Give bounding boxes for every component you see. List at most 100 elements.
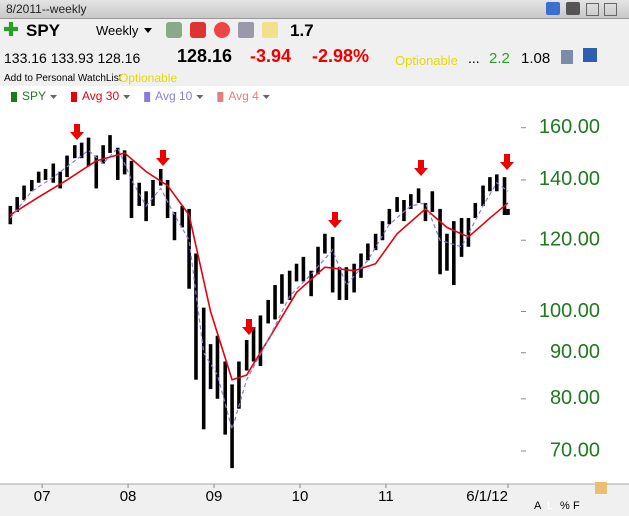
price-bar <box>158 168 163 186</box>
high: 133.93 <box>50 50 94 66</box>
icon[interactable] <box>583 48 597 62</box>
price-bar <box>94 155 99 189</box>
price-bar <box>316 246 320 275</box>
arrow <box>70 124 84 140</box>
price-bar <box>215 335 220 399</box>
legend-dropdown[interactable] <box>123 95 131 99</box>
price-bar <box>280 274 284 304</box>
price-bar <box>101 145 105 164</box>
price-bar <box>115 147 120 180</box>
legend-dropdown[interactable] <box>196 95 204 99</box>
price-bar <box>488 177 492 192</box>
price-bar <box>201 307 206 430</box>
price-bar <box>366 243 370 261</box>
icon[interactable] <box>604 3 617 16</box>
y-tick-label: 140.00 <box>539 168 600 190</box>
price-bar <box>194 253 198 380</box>
legend-swatch[interactable] <box>11 92 17 102</box>
price-bar <box>43 168 48 180</box>
scale-button[interactable]: L <box>547 500 553 512</box>
legend-entry[interactable]: Avg 4 <box>228 89 259 103</box>
price-bar <box>506 208 510 215</box>
icon[interactable] <box>586 3 599 16</box>
price-bar <box>438 208 442 275</box>
price-bar <box>258 315 263 366</box>
add-watchlist[interactable]: Add to Personal WatchList <box>4 73 122 84</box>
more[interactable]: ... <box>468 50 480 66</box>
x-tick-label: 08 <box>120 488 137 505</box>
price-bar <box>108 135 112 153</box>
icon[interactable] <box>166 22 182 38</box>
price-bar <box>380 221 385 241</box>
y-tick-label: 80.00 <box>550 387 600 409</box>
change: -3.94 <box>250 46 292 66</box>
legend: SPY Avg 30 Avg 10 Avg 4 <box>11 89 270 103</box>
dropdown[interactable] <box>144 28 152 37</box>
optionable: Optionable <box>395 53 458 68</box>
last: 128.16 <box>177 46 233 66</box>
price-bar <box>244 339 249 371</box>
price-bar <box>344 267 349 300</box>
price-bar <box>22 185 26 200</box>
x-tick-label: 11 <box>378 488 394 505</box>
legend-swatch[interactable] <box>217 92 224 102</box>
scale-button[interactable]: F <box>573 500 580 512</box>
icon[interactable] <box>566 2 580 15</box>
price-bar <box>466 218 471 247</box>
price-bar <box>337 267 342 300</box>
price-bar <box>423 202 428 222</box>
icon[interactable] <box>238 22 254 38</box>
period[interactable]: 8/2011--weekly <box>6 2 87 16</box>
price-bar <box>58 171 62 189</box>
price-bar <box>36 171 41 183</box>
legend-entry[interactable]: Avg 10 <box>155 89 192 103</box>
price-bar <box>172 211 177 241</box>
icon[interactable] <box>214 22 230 38</box>
legend-entry[interactable]: Avg 30 <box>82 89 119 103</box>
price-bar <box>79 142 84 159</box>
icon[interactable] <box>561 50 573 64</box>
price-bar <box>481 185 485 206</box>
scale-button[interactable]: A <box>534 500 542 512</box>
price-bar <box>266 299 270 324</box>
price-bar <box>230 384 234 469</box>
icon[interactable] <box>190 22 206 38</box>
price-bar <box>387 208 392 225</box>
y-tick-label: 160.00 <box>539 116 600 138</box>
price-bar <box>416 188 421 203</box>
price-bar <box>395 197 399 212</box>
price-bar <box>473 202 478 219</box>
y-tick-label: 100.00 <box>539 300 600 322</box>
symbol[interactable]: SPY <box>26 21 61 40</box>
timeframe[interactable]: Weekly <box>96 23 139 38</box>
legend-dropdown[interactable] <box>50 95 58 99</box>
price-bar <box>409 194 413 209</box>
legend-dropdown[interactable] <box>262 95 270 99</box>
y-tick-label: 120.00 <box>539 229 600 251</box>
legend-swatch[interactable] <box>144 92 151 102</box>
y-tick-label: 90.00 <box>550 341 600 363</box>
x-tick-label: 10 <box>292 488 309 505</box>
legend-swatch[interactable] <box>71 92 78 102</box>
legend-entry[interactable]: SPY <box>22 89 46 103</box>
y-tick-label: 70.00 <box>550 439 600 461</box>
title-bar: 8/2011--weekly <box>0 0 629 19</box>
icon[interactable] <box>595 482 607 494</box>
arrow <box>414 160 428 176</box>
price-bar <box>30 179 34 192</box>
plot <box>8 135 510 469</box>
arrow <box>156 150 170 166</box>
scale-button[interactable]: % <box>560 500 570 512</box>
icon[interactable] <box>546 2 560 15</box>
price-bar <box>430 191 435 212</box>
change-pct: -2.98% <box>312 46 370 66</box>
price-bar <box>445 233 449 271</box>
x-tick-label: 09 <box>206 488 223 505</box>
low: 128.16 <box>97 50 141 66</box>
add-icon[interactable] <box>4 22 18 36</box>
price-bar <box>502 177 507 215</box>
quote-row: 133.16 133.93 128.16 <box>4 50 140 66</box>
icon[interactable] <box>262 22 278 38</box>
price-bar <box>287 270 292 300</box>
